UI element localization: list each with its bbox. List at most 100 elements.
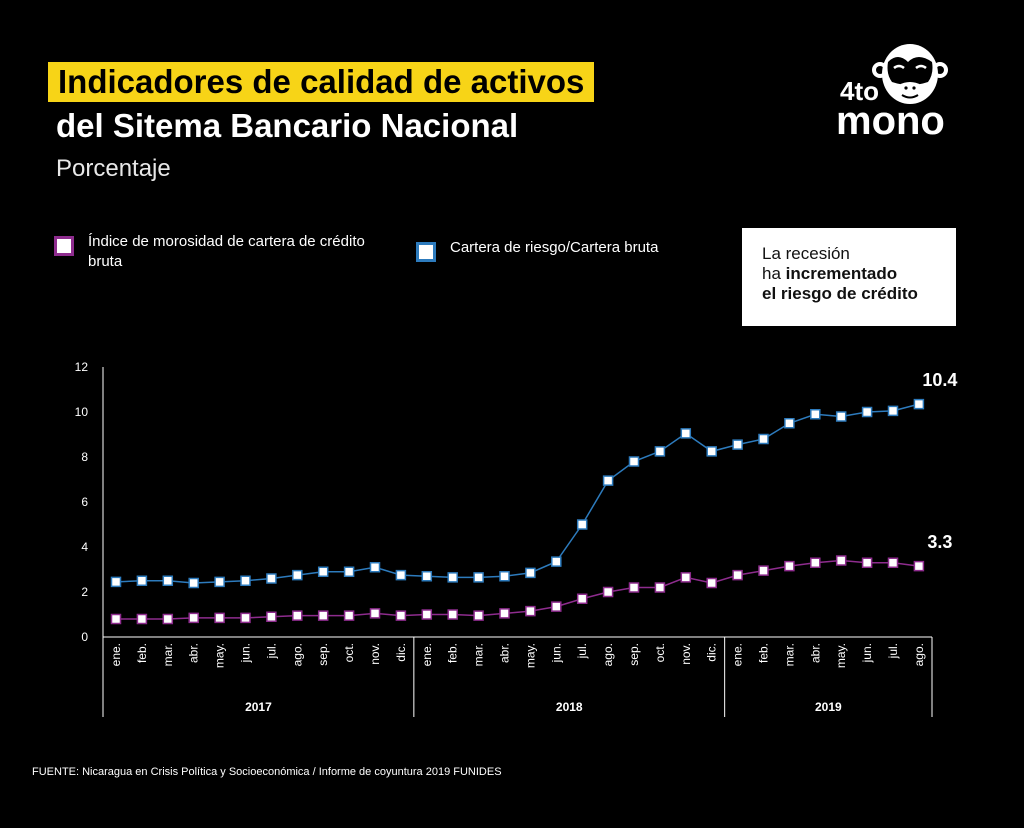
x-tick-label: feb. (757, 643, 771, 663)
x-tick-label: ene. (109, 643, 123, 666)
end-value-label: 3.3 (927, 532, 952, 552)
x-tick-label: jul. (575, 643, 589, 659)
x-tick-label: oct. (342, 643, 356, 662)
data-point (758, 565, 769, 576)
legend-label-morosidad: Índice de morosidad de cartera de crédit… (88, 233, 365, 270)
x-tick-label: may. (523, 643, 537, 668)
data-point (551, 601, 562, 612)
data-point (395, 610, 407, 621)
x-tick-label: ene. (420, 643, 434, 666)
data-point (861, 557, 873, 568)
data-point (758, 433, 769, 445)
monkey-face-icon (872, 44, 948, 104)
x-tick-label: oct. (653, 643, 667, 662)
series-line (116, 559, 919, 620)
data-point (706, 577, 717, 589)
data-point (447, 609, 458, 620)
data-point (861, 406, 873, 418)
series-line (115, 403, 920, 584)
data-point (887, 405, 899, 417)
data-point (784, 560, 795, 572)
data-point (732, 569, 743, 581)
x-tick-label: nov. (679, 643, 693, 665)
data-point (602, 475, 614, 486)
data-point (499, 571, 510, 582)
year-label: 2017 (245, 700, 272, 714)
end-value-label: 10.4 (922, 370, 957, 390)
data-point (732, 439, 743, 450)
callout-box: La recesión ha incrementado el riesgo de… (742, 228, 956, 326)
data-point (887, 557, 899, 568)
data-point (136, 613, 148, 625)
x-tick-label: ago. (290, 643, 304, 666)
data-point (473, 572, 484, 583)
brand-logo: 4to mono (836, 44, 948, 140)
x-tick-label: mar. (161, 643, 175, 666)
y-tick-label: 6 (81, 495, 88, 509)
callout-line2-bold: incrementado (785, 264, 898, 283)
x-tick-label: ago. (601, 643, 615, 666)
source-note: FUENTE: Nicaragua en Crisis Política y S… (32, 766, 502, 778)
x-tick-label: dic. (705, 643, 719, 662)
data-point (369, 608, 381, 619)
y-tick-label: 12 (75, 360, 89, 374)
data-point (292, 569, 303, 581)
data-point (706, 446, 717, 457)
callout-line1: La recesión (762, 244, 850, 263)
data-point (810, 557, 821, 568)
data-point (421, 609, 433, 620)
legend-item-morosidad: Índice de morosidad de cartera de crédit… (54, 232, 374, 272)
data-point (421, 571, 433, 582)
data-point (214, 576, 225, 588)
logo-text-bottom: mono (836, 99, 945, 140)
data-point (188, 577, 199, 589)
x-tick-label: ago. (912, 643, 926, 666)
data-point (499, 608, 510, 619)
data-point (576, 593, 588, 604)
x-tick-label: abr. (498, 643, 512, 663)
data-point (136, 575, 148, 586)
y-tick-label: 4 (81, 540, 88, 554)
data-point (162, 575, 174, 586)
data-point (551, 556, 562, 567)
y-tick-label: 8 (81, 450, 88, 464)
data-point (835, 555, 847, 566)
data-point (602, 586, 614, 598)
legend-label-riesgo: Cartera de riesgo/Cartera bruta (450, 239, 659, 256)
data-point (654, 446, 666, 457)
data-point (266, 573, 277, 584)
data-point (240, 575, 251, 586)
data-point (576, 519, 588, 530)
x-tick-label: may. (834, 643, 848, 668)
data-point (913, 560, 925, 572)
x-tick-label: feb. (135, 643, 149, 663)
x-tick-label: mar. (472, 643, 486, 666)
data-point (240, 612, 251, 624)
data-point (110, 613, 122, 625)
x-tick-label: dic. (394, 643, 408, 662)
chart-subtitle: Porcentaje (56, 155, 171, 182)
data-point (343, 610, 355, 621)
data-point (525, 605, 536, 617)
data-point (473, 610, 484, 621)
data-point (343, 566, 355, 577)
data-point (628, 456, 640, 467)
data-point (784, 418, 795, 429)
data-point (369, 562, 381, 573)
callout-line3: el riesgo de crédito (762, 284, 936, 304)
chart-title-highlighted: Indicadores de calidad de activos (48, 62, 595, 102)
x-tick-label: feb. (446, 643, 460, 663)
data-point (162, 613, 174, 625)
data-point (292, 610, 303, 621)
data-point (395, 569, 407, 581)
data-point (628, 582, 640, 593)
y-tick-label: 0 (81, 630, 88, 644)
x-tick-label: jul. (886, 643, 900, 659)
x-tick-label: nov. (368, 643, 382, 665)
data-point (447, 572, 458, 583)
data-point (266, 611, 277, 622)
data-point (810, 409, 821, 420)
y-tick-label: 10 (75, 405, 89, 419)
legend-swatch-morosidad (54, 236, 74, 256)
